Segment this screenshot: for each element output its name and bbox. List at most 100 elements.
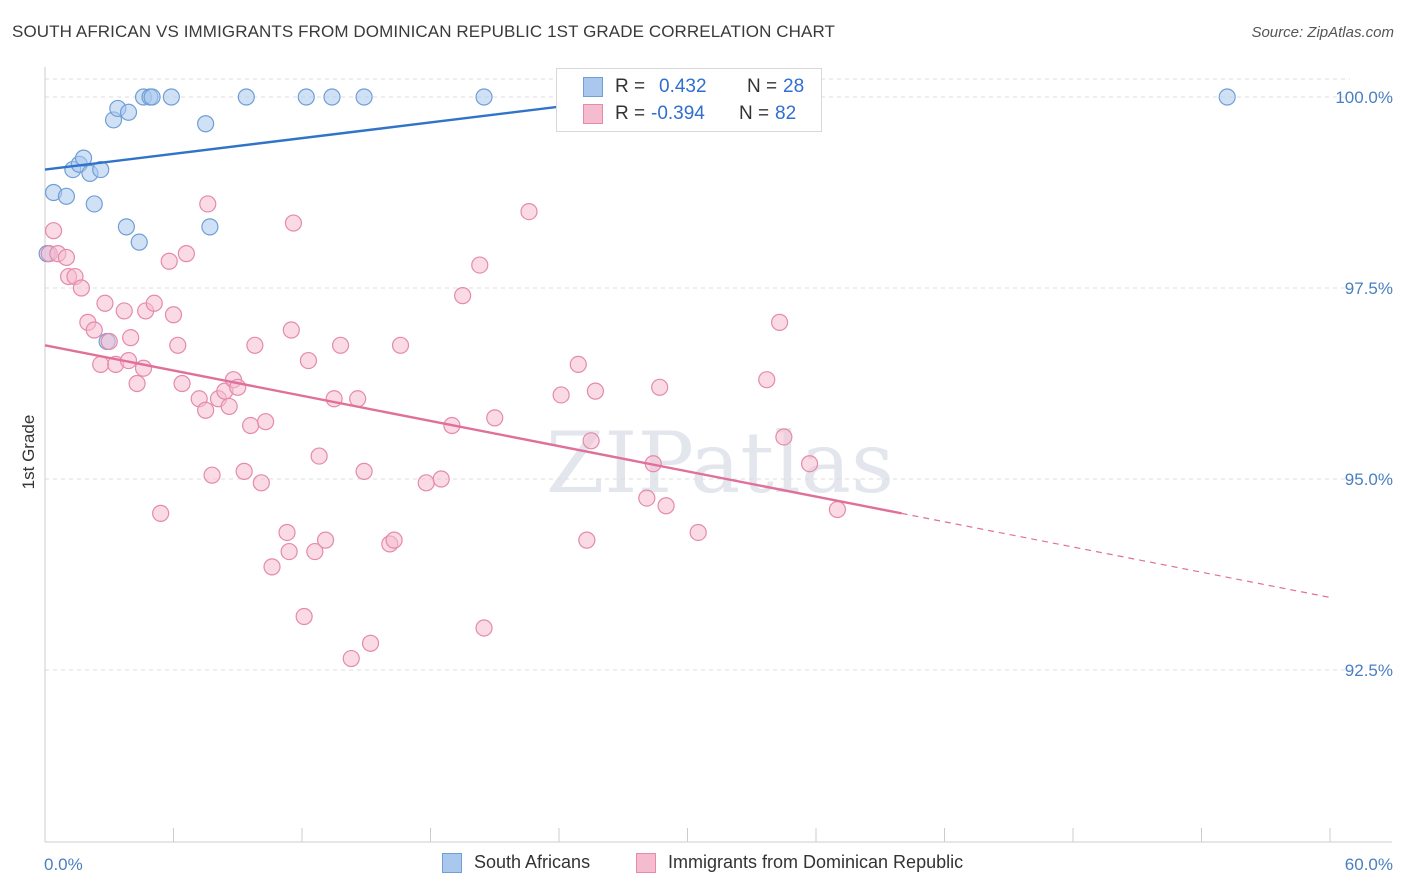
y-tick-label: 92.5% <box>1345 661 1393 680</box>
series-legend-dominican: Immigrants from Dominican Republic <box>636 852 963 873</box>
axes <box>44 67 1392 843</box>
point-dominican <box>220 397 238 416</box>
series-swatch-blue <box>442 852 462 873</box>
point-dominican <box>145 294 163 312</box>
point-dominican <box>235 462 253 480</box>
point-dominican <box>197 401 215 419</box>
series-legend: South Africans Immigrants from Dominican… <box>0 852 1406 878</box>
point-dominican <box>299 351 318 370</box>
point-dominican <box>800 455 819 473</box>
x-tick-label: 60.0% <box>1345 855 1393 874</box>
trend-line-dominican-extension <box>901 512 1331 599</box>
point-dominican <box>471 256 489 274</box>
point-dominican <box>552 386 570 404</box>
point-dominican <box>758 371 776 389</box>
tick-labels: 100.0% 97.5% 95.0% 92.5% 0.0% 60.0% 1st Grade <box>19 88 1393 874</box>
legend-n-value: 28 <box>783 76 805 97</box>
point-south-african <box>57 187 76 205</box>
point-dominican <box>96 294 114 312</box>
y-tick-label: 97.5% <box>1345 279 1393 298</box>
point-dominican <box>92 355 110 373</box>
series-label: South Africans <box>474 852 591 872</box>
point-dominican <box>100 332 118 351</box>
point-dominican <box>85 321 103 339</box>
point-dominican <box>475 619 493 637</box>
point-dominican <box>651 378 669 396</box>
point-south-african <box>323 88 341 106</box>
point-south-african <box>119 103 138 121</box>
point-south-african <box>117 218 135 236</box>
point-dominican <box>160 252 178 270</box>
point-dominican <box>417 474 435 492</box>
point-dominican <box>657 497 675 515</box>
y-tick-label: 100.0% <box>1335 88 1393 107</box>
point-dominican <box>361 634 380 652</box>
series-legend-south-africans: South Africans <box>442 852 590 873</box>
point-dominican <box>486 409 504 427</box>
legend-swatch-pink <box>583 104 603 124</box>
point-dominican <box>775 428 793 446</box>
point-south-african <box>1218 88 1236 106</box>
point-south-african <box>475 88 493 106</box>
trend-lines <box>44 76 1331 599</box>
point-dominican <box>278 523 296 542</box>
point-south-african <box>237 88 255 106</box>
trend-line-dominican <box>44 344 902 515</box>
point-dominican <box>282 321 300 339</box>
legend-row-dominican: R = -0.394 N = 82 <box>557 101 796 127</box>
point-dominican <box>44 222 63 240</box>
legend-n-value: 82 <box>775 103 797 124</box>
point-south-african <box>130 233 148 251</box>
point-dominican <box>284 214 303 232</box>
point-south-african <box>85 195 103 213</box>
point-dominican <box>310 447 328 465</box>
point-dominican <box>203 466 221 484</box>
point-dominican <box>520 203 538 221</box>
point-south-african <box>201 218 219 236</box>
legend-r-value: 0.432 <box>659 76 707 97</box>
point-south-african <box>197 115 215 133</box>
point-south-african <box>143 88 161 106</box>
point-dominican <box>306 542 324 561</box>
point-dominican <box>586 382 605 400</box>
legend-n-label: N = <box>747 76 778 97</box>
point-dominican <box>432 470 450 488</box>
point-dominican <box>263 558 281 576</box>
point-dominican <box>582 432 600 450</box>
point-dominican <box>173 374 191 393</box>
point-south-african <box>297 88 315 106</box>
point-dominican <box>770 313 789 331</box>
chart-title: SOUTH AFRICAN VS IMMIGRANTS FROM DOMINIC… <box>12 22 836 41</box>
point-south-african <box>162 88 180 106</box>
point-dominican <box>355 462 373 480</box>
correlation-legend: R = 0.432 N = 28 R = -0.394 N = 82 <box>556 68 822 132</box>
watermark: ZIPatlas <box>546 414 894 512</box>
point-dominican <box>242 416 260 435</box>
legend-swatch-blue <box>583 77 603 97</box>
legend-r-label: R = <box>615 103 646 124</box>
point-dominican <box>164 306 183 324</box>
point-dominican <box>569 355 587 373</box>
series-label: Immigrants from Dominican Republic <box>668 852 964 872</box>
point-dominican <box>342 649 360 668</box>
point-dominican <box>316 531 335 549</box>
point-dominican <box>280 542 298 561</box>
point-dominican <box>72 279 91 297</box>
point-dominican <box>199 195 217 213</box>
point-dominican <box>169 336 187 354</box>
data-points <box>38 88 1236 668</box>
point-dominican <box>385 531 403 549</box>
series-swatch-pink <box>636 852 656 873</box>
point-dominican <box>256 413 275 431</box>
point-dominican <box>391 336 410 354</box>
point-dominican <box>325 390 343 408</box>
point-dominican <box>638 489 656 507</box>
point-dominican <box>295 607 313 626</box>
grid-lines <box>45 78 1350 671</box>
point-dominican <box>252 474 270 492</box>
y-tick-label: 95.0% <box>1345 470 1393 489</box>
point-dominican <box>246 336 264 354</box>
legend-r-value: -0.394 <box>651 103 705 124</box>
point-dominican <box>454 287 472 305</box>
